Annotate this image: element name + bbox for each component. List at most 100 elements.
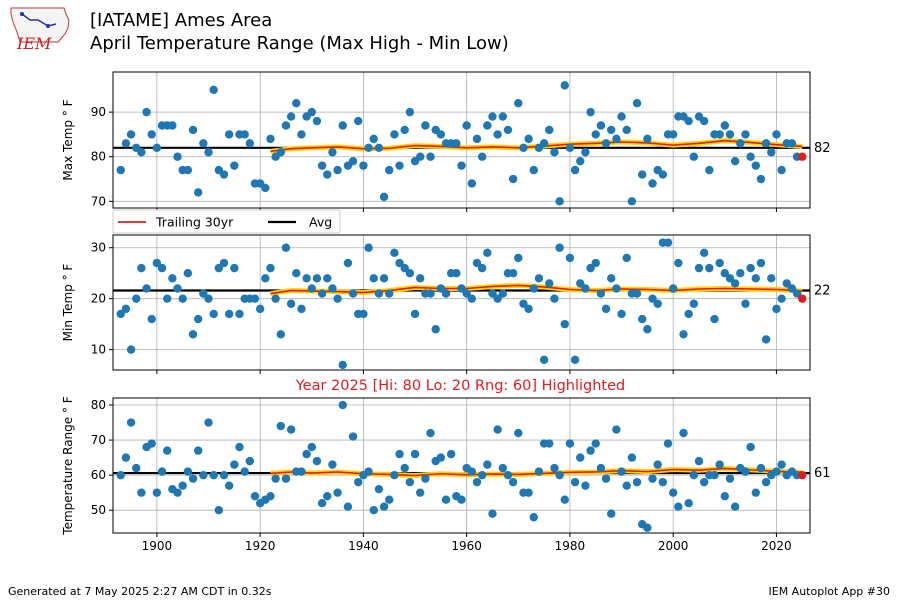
data-point (539, 139, 549, 148)
average-value-label: 22 (814, 284, 831, 299)
data-point (147, 439, 156, 448)
data-point (498, 112, 508, 121)
data-point (271, 294, 280, 303)
data-point (152, 143, 162, 153)
data-point (772, 304, 781, 314)
data-point (276, 148, 285, 157)
data-point (364, 243, 373, 252)
data-point (705, 263, 714, 273)
data-point (312, 116, 322, 126)
data-point (581, 481, 590, 490)
data-point (338, 360, 347, 370)
data-point (286, 425, 296, 434)
data-point (436, 130, 446, 139)
data-point (643, 325, 652, 334)
data-point (441, 495, 451, 504)
data-point (250, 491, 260, 501)
data-point (730, 156, 740, 166)
data-point (297, 130, 306, 139)
data-point (193, 314, 203, 324)
data-point (374, 484, 384, 494)
data-point (586, 107, 595, 117)
data-point (431, 325, 440, 334)
data-point (715, 258, 724, 268)
data-point (777, 165, 786, 175)
chart-title-metric: April Temperature Range (Max High - Min … (90, 33, 509, 54)
data-point (395, 161, 404, 170)
data-point (415, 274, 425, 283)
data-point (297, 467, 306, 476)
data-point (214, 263, 224, 273)
data-point (317, 289, 327, 298)
data-point (317, 498, 327, 508)
data-point (767, 148, 776, 157)
data-point (323, 170, 332, 179)
svg-text:IEM: IEM (16, 34, 52, 52)
data-point (307, 442, 316, 452)
data-point (725, 474, 735, 483)
data-point (736, 269, 745, 278)
data-point (493, 425, 502, 434)
data-point (632, 99, 642, 108)
data-point (364, 467, 373, 476)
data-point (694, 456, 704, 466)
data-point (591, 258, 600, 268)
data-point (338, 121, 347, 130)
data-point (168, 274, 177, 283)
data-point (132, 463, 141, 473)
data-point (607, 509, 616, 518)
data-point (751, 274, 760, 283)
data-point (663, 439, 673, 448)
data-point (390, 130, 399, 139)
data-point (199, 470, 208, 480)
data-point (188, 330, 198, 339)
data-point (555, 243, 564, 252)
data-point (596, 289, 606, 298)
legend-avg-label: Avg (309, 215, 332, 230)
y-axis-label: Min Temp ° F (61, 264, 75, 342)
data-point (617, 309, 626, 319)
data-point (545, 125, 554, 135)
data-point (617, 467, 626, 476)
data-point (612, 425, 621, 434)
data-point (343, 502, 353, 511)
data-point (576, 279, 585, 288)
data-point (385, 289, 394, 298)
plot-frame (112, 234, 811, 371)
data-point (302, 449, 311, 459)
data-point (421, 121, 430, 130)
data-point (699, 477, 709, 487)
data-point (307, 284, 316, 293)
data-point (116, 309, 125, 319)
data-point (235, 442, 244, 452)
data-point (514, 428, 523, 438)
data-point (550, 294, 559, 303)
data-point (529, 513, 538, 522)
data-point (359, 309, 368, 319)
data-point (276, 421, 285, 431)
x-tick-label: 1920 (245, 539, 276, 553)
data-point (668, 130, 678, 139)
data-point (328, 148, 337, 157)
data-point (524, 134, 533, 144)
data-point (730, 502, 740, 511)
data-point (720, 269, 730, 278)
data-point (405, 269, 415, 278)
data-point (715, 460, 724, 469)
data-point (147, 130, 156, 139)
data-point (364, 143, 373, 153)
data-point (508, 174, 518, 184)
data-point (266, 134, 275, 144)
data-point (576, 156, 585, 166)
y-tick-label: 80 (91, 150, 106, 164)
data-point (379, 192, 389, 202)
data-point (292, 269, 301, 278)
panel-3: 50 60 70 80 1900 1920 1940 1960 1980 2000 2020 Temp… (61, 378, 831, 553)
data-point (498, 463, 508, 473)
data-point (328, 460, 337, 469)
data-point (183, 269, 193, 278)
y-tick-label: 70 (91, 433, 106, 447)
data-point (188, 125, 198, 135)
data-point (193, 188, 203, 197)
data-point (725, 274, 735, 283)
